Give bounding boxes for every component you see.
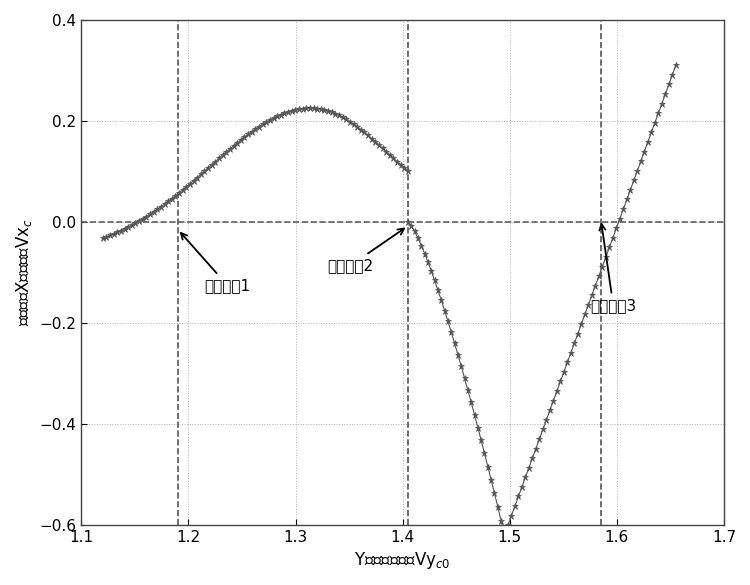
Text: 周期轨道2: 周期轨道2	[328, 229, 404, 273]
Text: 周期轨道3: 周期轨道3	[590, 224, 637, 313]
Text: 周期轨道1: 周期轨道1	[181, 233, 250, 293]
Y-axis label: 穿过截面X方向速度Vx$_c$: 穿过截面X方向速度Vx$_c$	[14, 218, 34, 326]
X-axis label: Y方向初始速度Vy$_{c0}$: Y方向初始速度Vy$_{c0}$	[355, 550, 451, 571]
